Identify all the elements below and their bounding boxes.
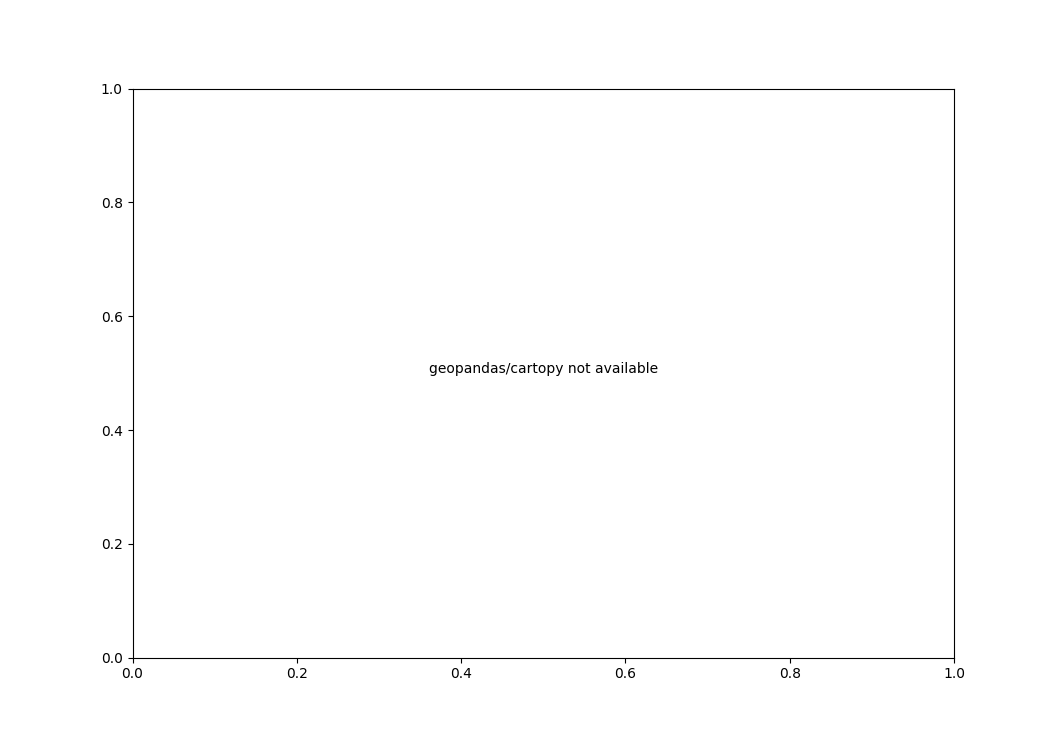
Text: geopandas/cartopy not available: geopandas/cartopy not available	[428, 362, 658, 376]
